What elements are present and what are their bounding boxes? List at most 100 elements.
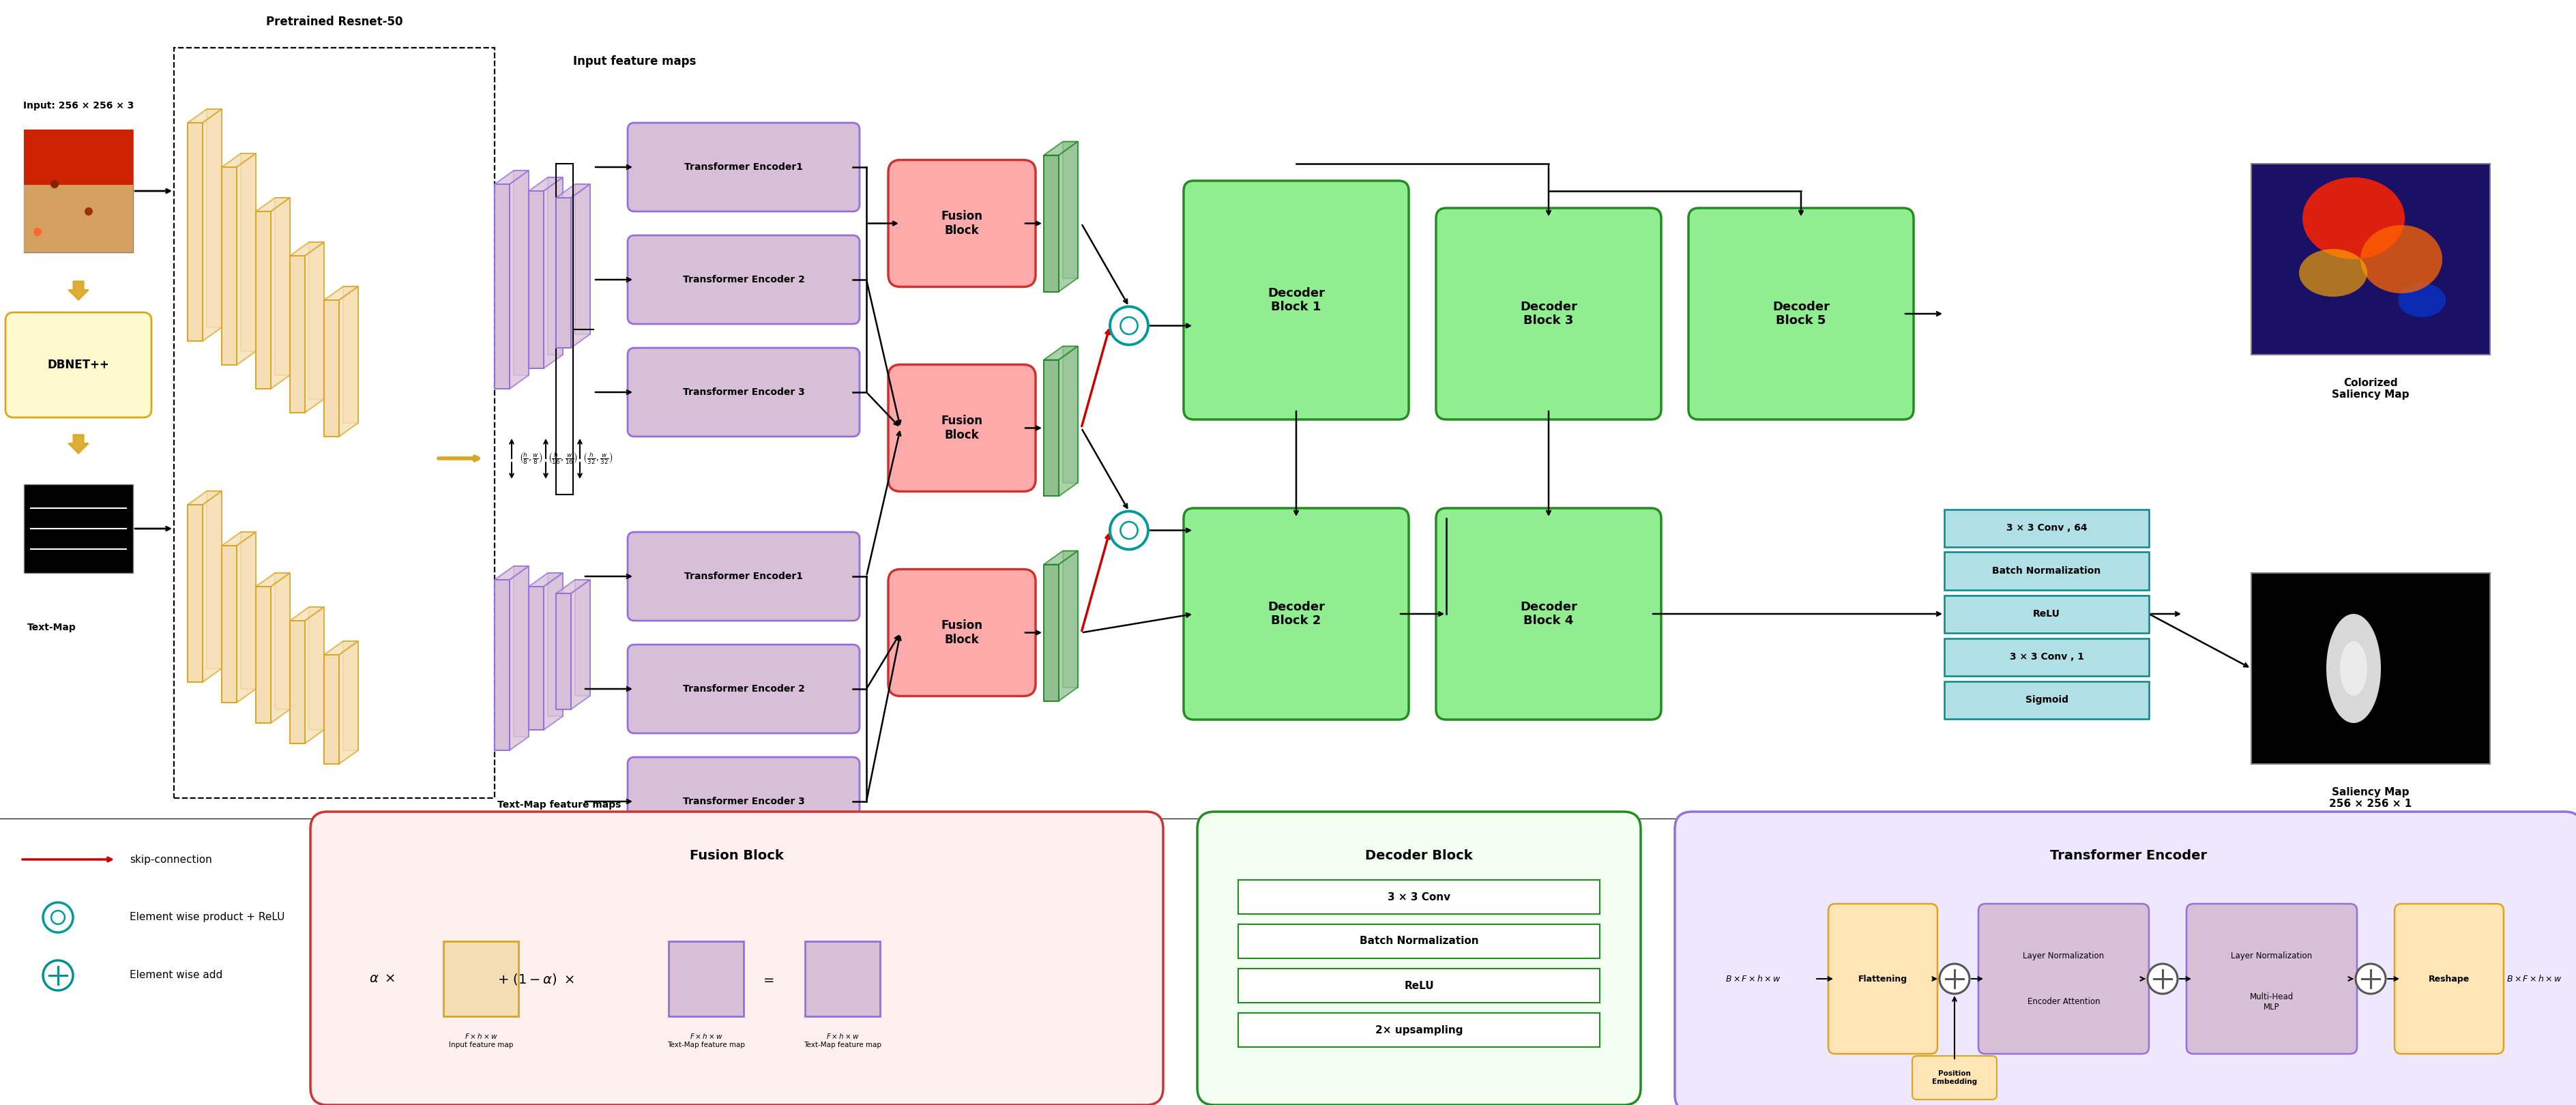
FancyBboxPatch shape bbox=[629, 348, 860, 436]
Circle shape bbox=[52, 180, 59, 188]
Bar bbox=[1945, 509, 2148, 547]
Polygon shape bbox=[1043, 550, 1077, 565]
Bar bbox=[23, 129, 134, 252]
FancyBboxPatch shape bbox=[1435, 508, 1662, 719]
Polygon shape bbox=[270, 573, 291, 723]
Text: ReLU: ReLU bbox=[1404, 980, 1435, 991]
Polygon shape bbox=[544, 177, 562, 368]
FancyBboxPatch shape bbox=[629, 235, 860, 324]
FancyBboxPatch shape bbox=[1829, 904, 1937, 1054]
Bar bbox=[23, 185, 134, 252]
Text: Pretrained Resnet-50: Pretrained Resnet-50 bbox=[265, 15, 402, 28]
Polygon shape bbox=[204, 491, 222, 682]
Text: Transformer Encoder 2: Transformer Encoder 2 bbox=[683, 684, 804, 694]
Polygon shape bbox=[1064, 346, 1077, 483]
Polygon shape bbox=[1043, 346, 1077, 360]
Text: Sigmoid: Sigmoid bbox=[2025, 695, 2069, 705]
Bar bbox=[175, 48, 495, 798]
Polygon shape bbox=[1064, 550, 1077, 687]
Polygon shape bbox=[1059, 550, 1077, 701]
Text: $B\times F\times h\times w$: $B\times F\times h\times w$ bbox=[1726, 974, 1780, 983]
Polygon shape bbox=[237, 154, 255, 365]
Text: Input feature maps: Input feature maps bbox=[572, 55, 696, 67]
Polygon shape bbox=[1043, 141, 1077, 155]
Text: Layer Normalization: Layer Normalization bbox=[2022, 951, 2105, 960]
Polygon shape bbox=[270, 198, 291, 389]
FancyBboxPatch shape bbox=[629, 644, 860, 734]
Polygon shape bbox=[549, 177, 562, 355]
Circle shape bbox=[33, 228, 41, 236]
Text: 3 × 3 Conv , 1: 3 × 3 Conv , 1 bbox=[2009, 652, 2084, 662]
Polygon shape bbox=[340, 286, 358, 436]
Text: 3 × 3 Conv: 3 × 3 Conv bbox=[1388, 892, 1450, 902]
Polygon shape bbox=[343, 286, 358, 423]
FancyBboxPatch shape bbox=[889, 365, 1036, 492]
Text: Text-Map feature maps: Text-Map feature maps bbox=[497, 800, 621, 810]
Bar bbox=[670, 941, 744, 1017]
Polygon shape bbox=[495, 566, 528, 580]
FancyBboxPatch shape bbox=[629, 123, 860, 211]
Polygon shape bbox=[206, 109, 222, 327]
Bar bbox=[23, 484, 134, 573]
Text: Fusion
Block: Fusion Block bbox=[940, 210, 981, 236]
Text: $F\times h\times w$
Input feature map: $F\times h\times w$ Input feature map bbox=[448, 1032, 513, 1049]
Text: Decoder
Block 3: Decoder Block 3 bbox=[1520, 301, 1577, 327]
FancyBboxPatch shape bbox=[2396, 904, 2504, 1054]
FancyBboxPatch shape bbox=[1182, 181, 1409, 420]
Text: Transformer Encoder: Transformer Encoder bbox=[2050, 850, 2208, 863]
Polygon shape bbox=[528, 573, 562, 587]
Polygon shape bbox=[495, 580, 510, 750]
Text: $\alpha\ \times$: $\alpha\ \times$ bbox=[368, 972, 394, 986]
FancyBboxPatch shape bbox=[5, 313, 152, 418]
Text: Transformer Encoder 2: Transformer Encoder 2 bbox=[683, 275, 804, 284]
Polygon shape bbox=[556, 593, 572, 709]
Polygon shape bbox=[304, 242, 325, 412]
Polygon shape bbox=[510, 566, 528, 750]
Polygon shape bbox=[276, 198, 291, 376]
Text: Layer Normalization: Layer Normalization bbox=[2231, 951, 2313, 960]
FancyBboxPatch shape bbox=[629, 532, 860, 621]
Ellipse shape bbox=[2360, 225, 2442, 293]
Polygon shape bbox=[513, 566, 528, 737]
Text: Saliency Map
256 × 256 × 1: Saliency Map 256 × 256 × 1 bbox=[2329, 787, 2411, 809]
Bar bbox=[1239, 1013, 1600, 1048]
Polygon shape bbox=[222, 532, 255, 546]
FancyBboxPatch shape bbox=[1198, 812, 1641, 1105]
FancyBboxPatch shape bbox=[889, 160, 1036, 287]
Polygon shape bbox=[206, 491, 222, 669]
Bar bbox=[443, 941, 518, 1017]
Text: Element wise add: Element wise add bbox=[129, 970, 222, 980]
Text: Input: 256 × 256 × 3: Input: 256 × 256 × 3 bbox=[23, 101, 134, 110]
Bar bbox=[1239, 969, 1600, 1002]
Polygon shape bbox=[1043, 360, 1059, 496]
Text: skip-connection: skip-connection bbox=[129, 854, 211, 864]
FancyBboxPatch shape bbox=[2187, 904, 2357, 1054]
Polygon shape bbox=[510, 170, 528, 389]
Text: Fusion
Block: Fusion Block bbox=[940, 620, 981, 646]
Text: Fusion
Block: Fusion Block bbox=[940, 414, 981, 441]
Polygon shape bbox=[237, 532, 255, 703]
Text: ReLU: ReLU bbox=[2032, 609, 2061, 619]
Text: Batch Normalization: Batch Normalization bbox=[1991, 566, 2102, 576]
Ellipse shape bbox=[2303, 177, 2406, 260]
Text: Decoder
Block 2: Decoder Block 2 bbox=[1267, 601, 1324, 628]
Polygon shape bbox=[255, 211, 270, 389]
Polygon shape bbox=[255, 198, 291, 211]
Polygon shape bbox=[255, 587, 270, 723]
Polygon shape bbox=[70, 282, 88, 299]
FancyBboxPatch shape bbox=[1674, 812, 2576, 1105]
Polygon shape bbox=[204, 109, 222, 341]
Polygon shape bbox=[1043, 565, 1059, 701]
Polygon shape bbox=[70, 434, 88, 453]
Polygon shape bbox=[495, 185, 510, 389]
FancyBboxPatch shape bbox=[1911, 1056, 1996, 1099]
Polygon shape bbox=[188, 505, 204, 682]
Polygon shape bbox=[188, 109, 222, 123]
Ellipse shape bbox=[2339, 641, 2367, 696]
Text: Decoder
Block 1: Decoder Block 1 bbox=[1267, 287, 1324, 314]
FancyBboxPatch shape bbox=[1182, 508, 1409, 719]
Text: $+\ (1-\alpha)\ \times$: $+\ (1-\alpha)\ \times$ bbox=[497, 971, 574, 986]
Ellipse shape bbox=[2298, 249, 2367, 297]
Text: Flattening: Flattening bbox=[1857, 975, 1906, 983]
Bar bbox=[1945, 638, 2148, 675]
